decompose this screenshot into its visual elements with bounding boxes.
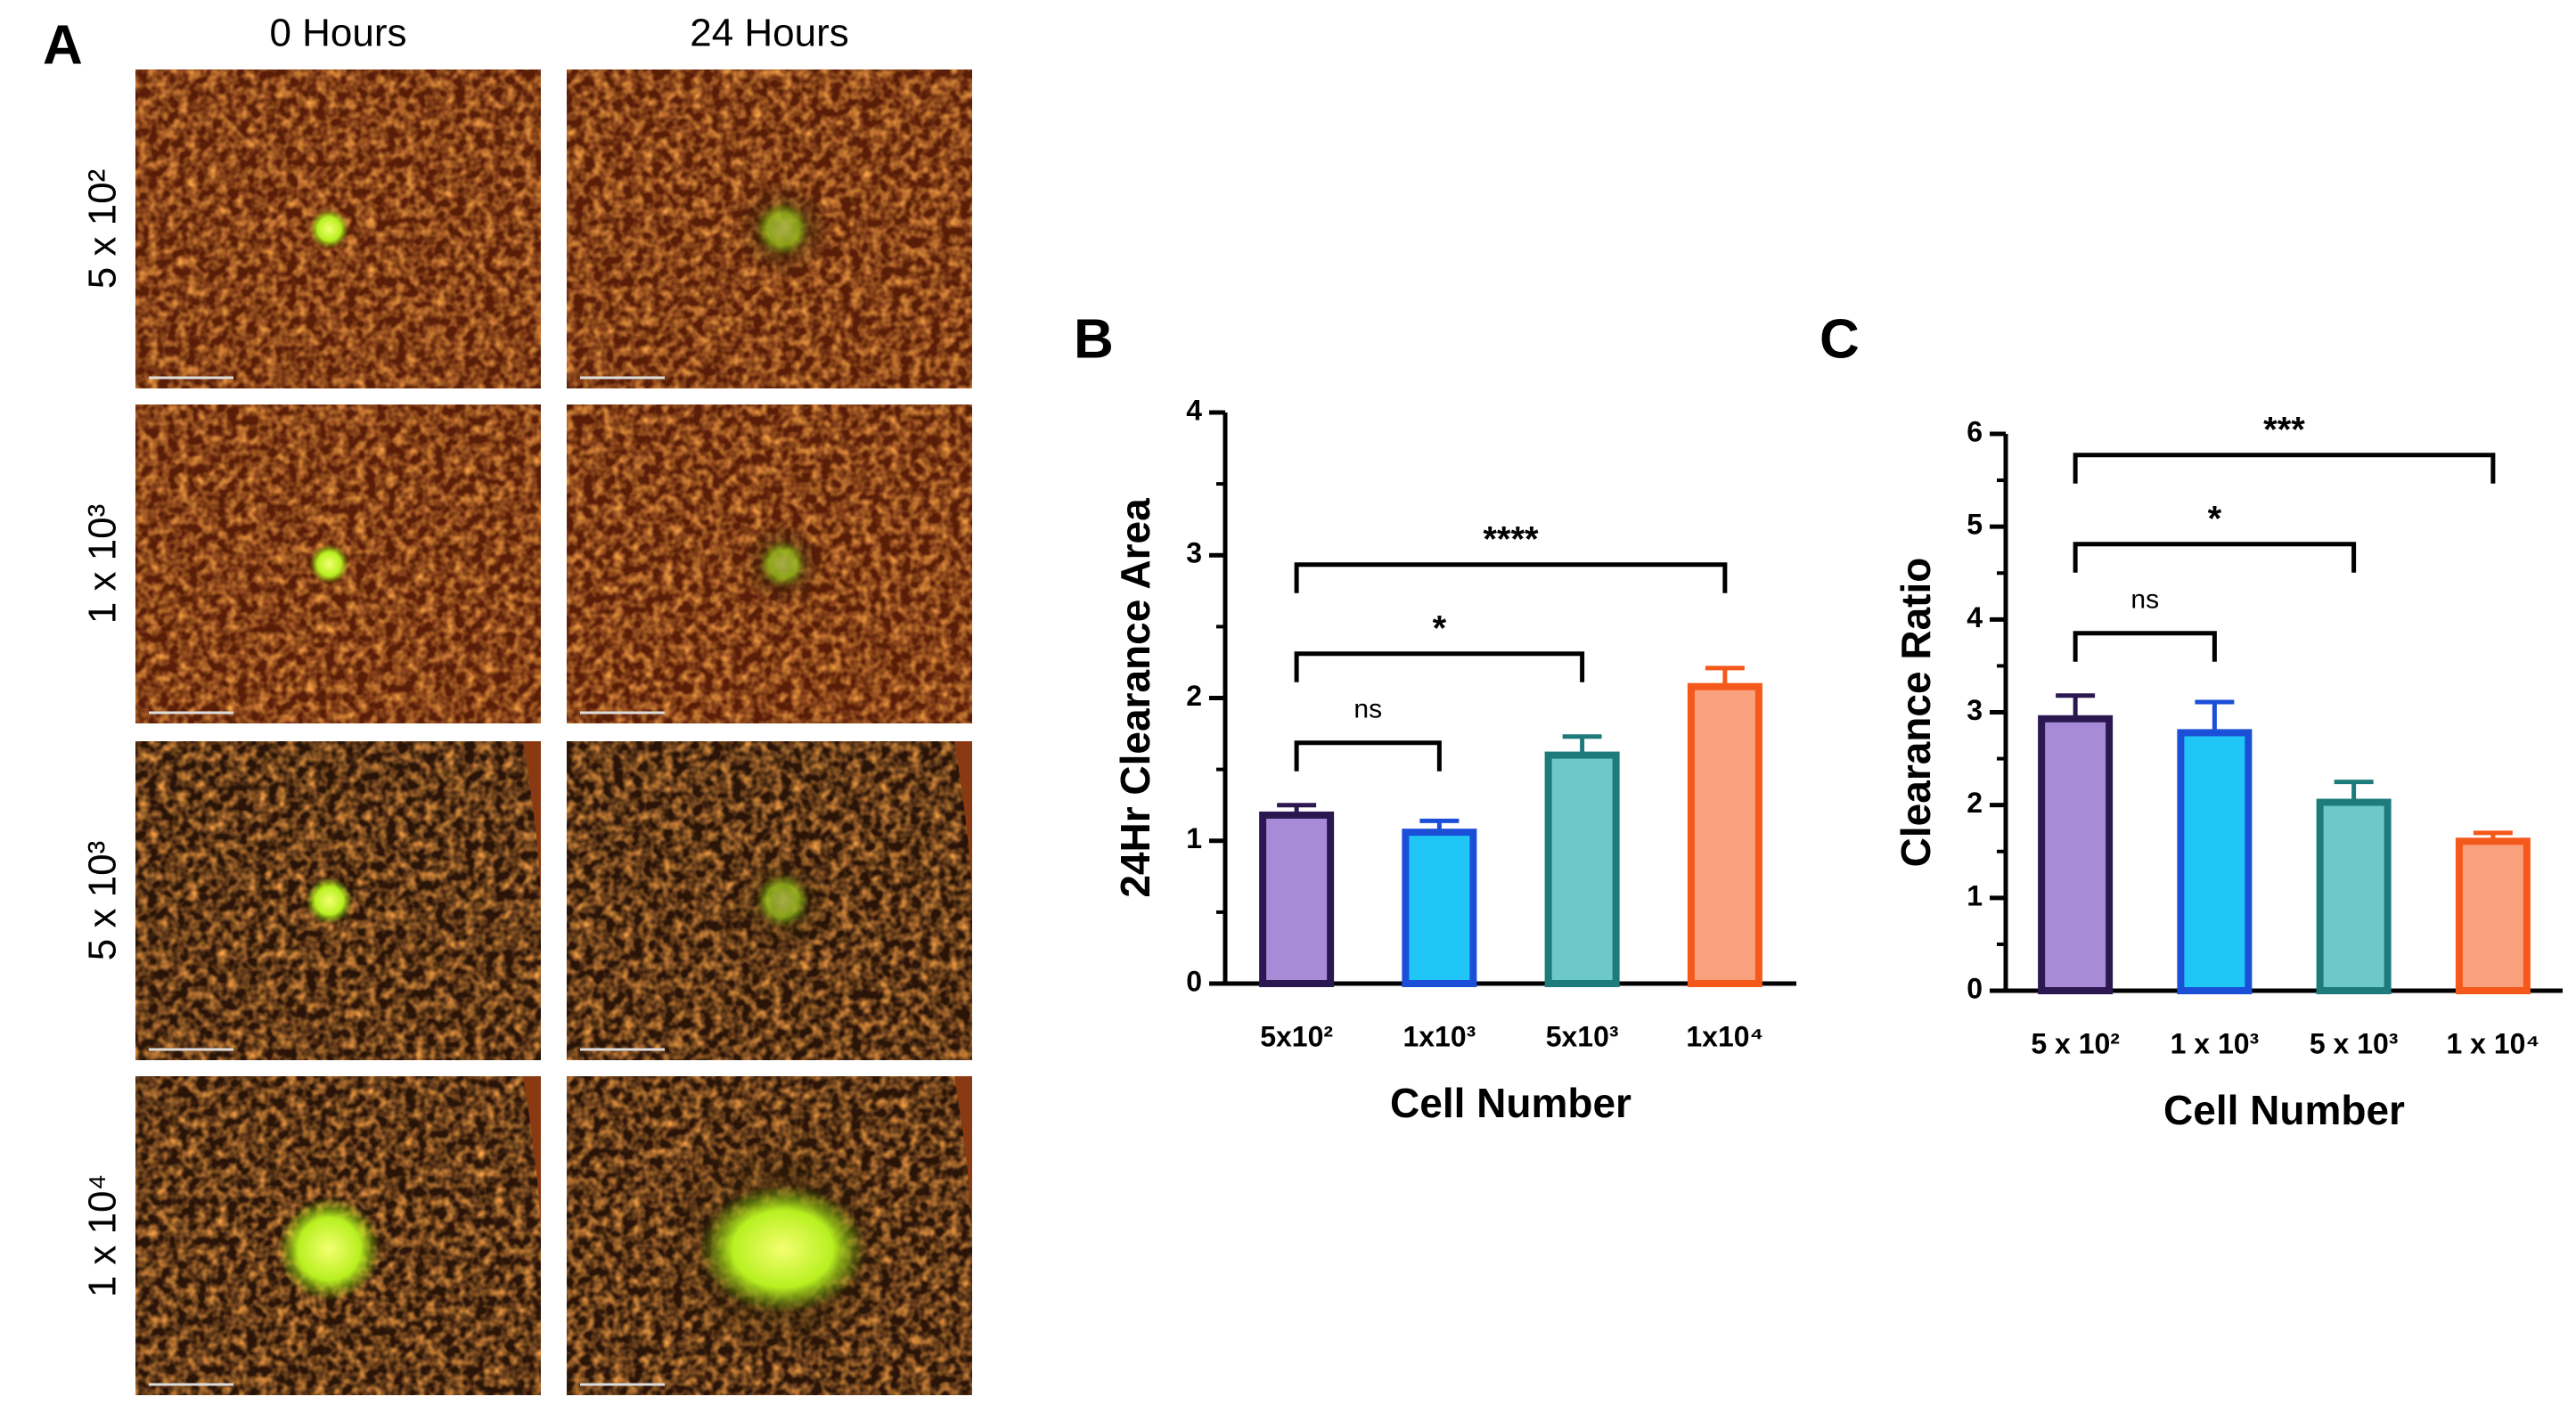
y-tick-label: 5 — [1967, 509, 1983, 541]
y-tick-label: 4 — [1967, 601, 1983, 633]
x-tick-label: 5x10³ — [1546, 1020, 1619, 1052]
panel-label: B — [1074, 308, 1114, 370]
cell-spot — [759, 541, 806, 587]
x-tick-label: 1 x 10⁴ — [2446, 1027, 2539, 1059]
x-tick-label: 1 x 10³ — [2171, 1027, 2260, 1059]
y-tick-label: 6 — [1967, 415, 1983, 447]
row-label: 5 x 10² — [81, 169, 125, 290]
cell-spot — [277, 1197, 381, 1301]
y-tick-label: 3 — [1186, 537, 1202, 569]
bar — [2316, 798, 2392, 995]
row-label: 1 x 10³ — [81, 504, 125, 625]
y-tick-label: 0 — [1967, 972, 1983, 1004]
bar — [1402, 829, 1477, 988]
y-tick-label: 3 — [1967, 694, 1983, 726]
y-tick-label: 1 — [1186, 822, 1202, 854]
dish-edge — [954, 741, 972, 911]
x-axis-title: Cell Number — [2163, 1087, 2405, 1133]
significance-bracket — [1294, 562, 1728, 593]
y-tick-label: 2 — [1967, 787, 1983, 819]
significance-label: ns — [2130, 585, 2159, 615]
significance-bracket — [1294, 740, 1442, 772]
significance-bracket — [2073, 542, 2357, 573]
y-tick-label: 0 — [1186, 965, 1202, 997]
bar — [2455, 837, 2531, 995]
y-tick-label: 1 — [1967, 879, 1983, 911]
y-axis-title: 24Hr Clearance Area — [1112, 498, 1158, 898]
cell-spot — [699, 1185, 867, 1313]
bar — [1544, 751, 1620, 987]
significance-label: ns — [1353, 695, 1382, 724]
dish-edge — [954, 1076, 972, 1245]
bar — [2177, 729, 2253, 995]
row-label: 1 x 10⁴ — [81, 1174, 125, 1298]
panel-label: A — [43, 14, 83, 76]
column-header: 0 Hours — [269, 12, 406, 55]
significance-label: * — [2208, 499, 2222, 538]
x-tick-label: 5x10² — [1260, 1020, 1333, 1052]
dish-edge — [523, 1076, 541, 1245]
x-axis-title: Cell Number — [1390, 1080, 1631, 1126]
y-axis-title: Clearance Ratio — [1893, 558, 1939, 868]
y-tick-label: 2 — [1186, 680, 1202, 712]
cell-spot — [309, 544, 349, 584]
cell-spot — [306, 878, 353, 924]
column-header: 24 Hours — [690, 12, 849, 55]
significance-bracket — [2073, 631, 2217, 662]
significance-label: * — [1433, 608, 1447, 648]
significance-bracket — [2073, 453, 2496, 484]
cell-spot — [309, 209, 349, 249]
bar — [1687, 682, 1762, 987]
x-tick-label: 1x10³ — [1402, 1020, 1476, 1052]
x-tick-label: 5 x 10³ — [2310, 1027, 2399, 1059]
panel-label: C — [1820, 308, 1860, 370]
cell-spot — [756, 202, 810, 256]
dish-edge — [523, 741, 541, 911]
row-label: 5 x 10³ — [81, 841, 125, 961]
micrograph-grid — [135, 69, 972, 1395]
cell-spot — [756, 874, 810, 927]
x-tick-label: 1x10⁴ — [1686, 1020, 1763, 1052]
x-tick-label: 5 x 10² — [2031, 1027, 2120, 1059]
significance-label: **** — [1483, 519, 1539, 559]
y-tick-label: 4 — [1186, 394, 1202, 426]
bar — [1259, 811, 1335, 988]
significance-label: *** — [2263, 410, 2305, 449]
significance-bracket — [1294, 651, 1585, 682]
bar — [2038, 715, 2114, 995]
